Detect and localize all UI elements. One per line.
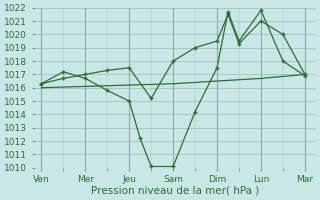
X-axis label: Pression niveau de la mer( hPa ): Pression niveau de la mer( hPa ) bbox=[91, 186, 260, 196]
